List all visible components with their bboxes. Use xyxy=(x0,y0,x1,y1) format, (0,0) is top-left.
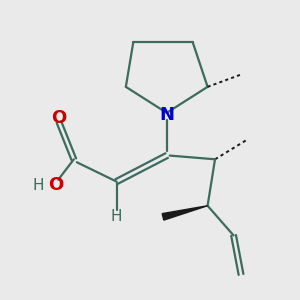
Text: O: O xyxy=(48,176,64,194)
Text: O: O xyxy=(51,109,67,127)
Text: H: H xyxy=(111,209,122,224)
Text: H: H xyxy=(33,178,44,193)
Text: N: N xyxy=(159,106,174,124)
Polygon shape xyxy=(162,206,208,220)
